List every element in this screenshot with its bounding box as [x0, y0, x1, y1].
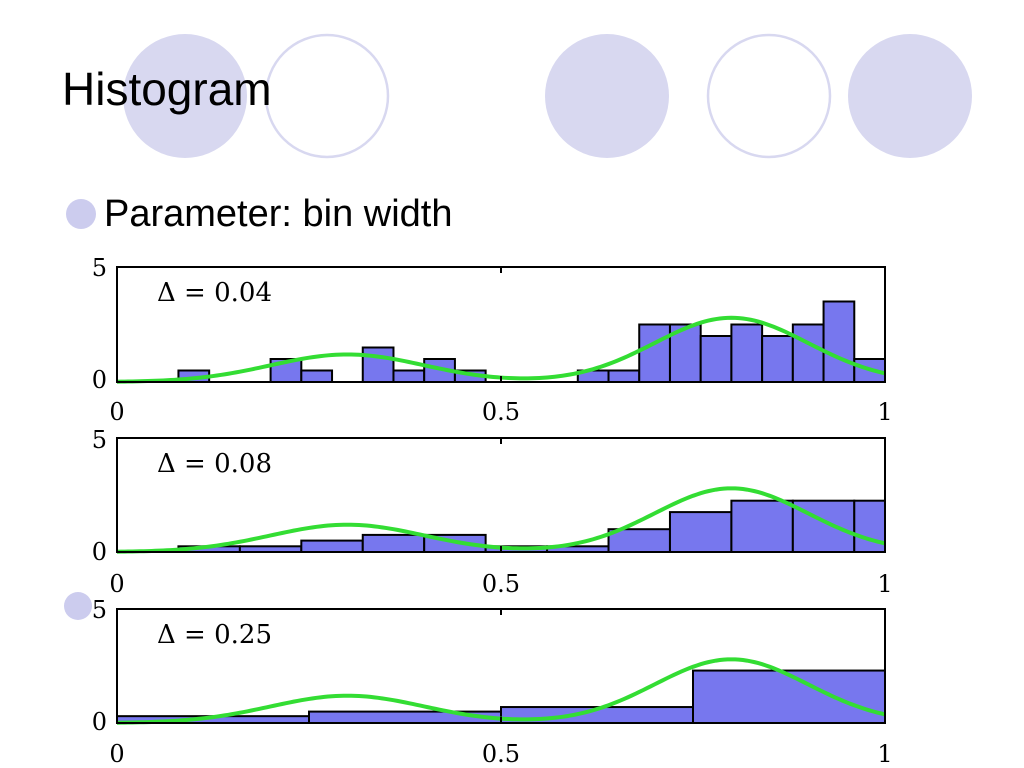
histogram-panel-1: 0 0.5 1 0 5 Δ = 0.04: [92, 254, 893, 426]
histogram-panel-3: 0 0.5 1 0 5 Δ = 0.25: [92, 596, 893, 768]
bars-group: [177, 300, 885, 382]
histogram-bar: [392, 369, 426, 382]
histogram-panel-2: 0 0.5 1 0 5 Δ = 0.08: [92, 426, 893, 598]
bin-width-annotation: Δ = 0.08: [157, 449, 272, 479]
y-tick-label: 0: [92, 538, 107, 566]
x-tick-label: 0: [109, 740, 124, 768]
bullet-dot-icon-hidden: [64, 592, 92, 620]
deco-circle-2: [264, 33, 390, 159]
histogram-bar: [730, 499, 794, 552]
histogram-bar: [730, 323, 764, 382]
histogram-bar: [607, 369, 641, 382]
bullet-text: Parameter: bin width: [104, 192, 453, 235]
histogram-bar: [699, 335, 733, 382]
bin-width-annotation: Δ = 0.04: [157, 278, 272, 308]
histogram-bar: [822, 300, 856, 382]
y-tick-label: 0: [92, 708, 107, 736]
x-tick-label: 0: [109, 570, 124, 598]
deco-circle-1: [123, 34, 247, 158]
bin-width-annotation: Δ = 0.25: [157, 620, 272, 650]
y-tick-label: 0: [92, 366, 107, 394]
histogram-bar: [791, 323, 825, 382]
x-tick-label: 0: [109, 398, 124, 426]
histogram-bar: [761, 335, 794, 382]
histogram-bar: [361, 533, 426, 552]
histogram-bar: [668, 511, 733, 552]
x-tick-label: 1: [877, 740, 892, 768]
x-tick-label: 0.5: [482, 398, 520, 426]
bars-group: [117, 669, 885, 723]
deco-circle-5: [848, 34, 972, 158]
bullet-item: Parameter: bin width: [66, 192, 453, 235]
bars-group: [177, 499, 885, 552]
histogram-bar: [300, 539, 364, 552]
y-tick-label: 5: [92, 254, 107, 282]
histogram-bar: [300, 369, 334, 382]
bullet-dot-icon: [66, 199, 96, 229]
slide-title: Histogram: [62, 63, 272, 115]
histogram-bar: [692, 669, 885, 723]
x-tick-label: 1: [877, 398, 892, 426]
histogram-bar: [361, 346, 395, 382]
deco-circle-4: [706, 33, 832, 159]
histogram-bar: [638, 323, 671, 382]
x-tick-label: 0.5: [482, 570, 520, 598]
y-tick-label: 5: [92, 596, 107, 624]
x-tick-label: 0.5: [482, 740, 520, 768]
y-tick-label: 5: [92, 426, 107, 454]
x-tick-label: 1: [877, 570, 892, 598]
deco-circle-3: [545, 34, 669, 158]
